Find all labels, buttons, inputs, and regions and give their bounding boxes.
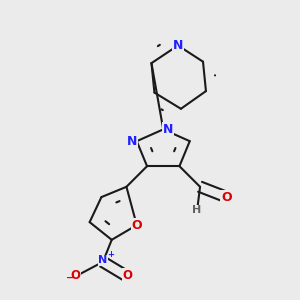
Text: N: N xyxy=(98,255,107,266)
Text: N: N xyxy=(163,123,173,136)
Text: O: O xyxy=(70,268,80,282)
Text: O: O xyxy=(131,219,142,232)
Text: +: + xyxy=(107,250,114,259)
Text: O: O xyxy=(122,268,132,282)
Text: N: N xyxy=(173,39,183,52)
Text: O: O xyxy=(221,190,232,204)
Text: H: H xyxy=(193,206,202,215)
Text: N: N xyxy=(127,135,137,148)
Text: −: − xyxy=(66,273,75,283)
